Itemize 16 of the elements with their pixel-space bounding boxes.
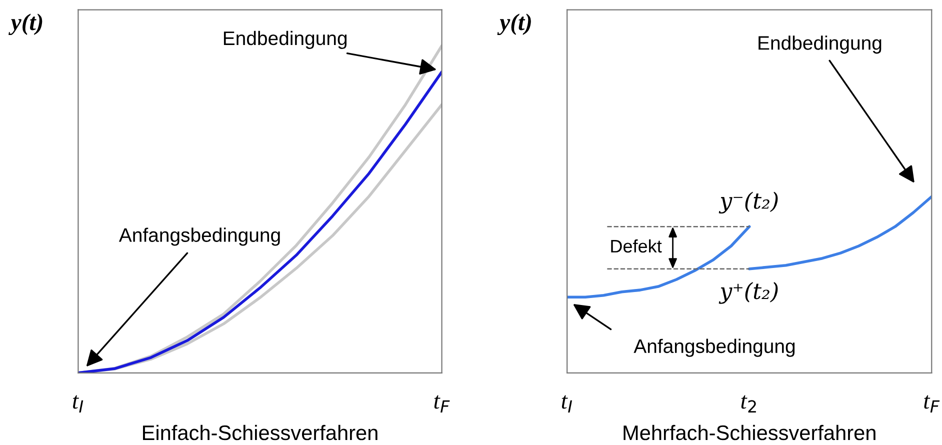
x-axis-title: Mehrfach-Schiessverfahren [624, 424, 876, 440]
annotation: Defekt [611, 239, 662, 253]
x-axis-title: Einfach-Schiessverfahren [143, 424, 378, 440]
x-tick-label: t$_{2}$ [741, 395, 756, 412]
x-tick-label: t$_{F}$ [434, 395, 450, 412]
x-tick-label: t$_{I}$ [562, 395, 572, 412]
x-tick-label: t$_{I}$ [72, 395, 84, 412]
y-axis-title: y(t) [497, 14, 531, 36]
y-axis-title: y(t) [8, 14, 42, 36]
annotation: Anfangsbedingung [634, 338, 795, 357]
annotation: Anfangsbedingung [118, 228, 280, 246]
annotation: Endbedingung [224, 30, 347, 49]
annotation: y⁻(t₂) [718, 192, 778, 214]
x-tick-label: t$_{F}$ [924, 395, 940, 412]
annotation: y⁺(t₂) [718, 282, 778, 304]
text: Endbedingung [758, 36, 882, 54]
